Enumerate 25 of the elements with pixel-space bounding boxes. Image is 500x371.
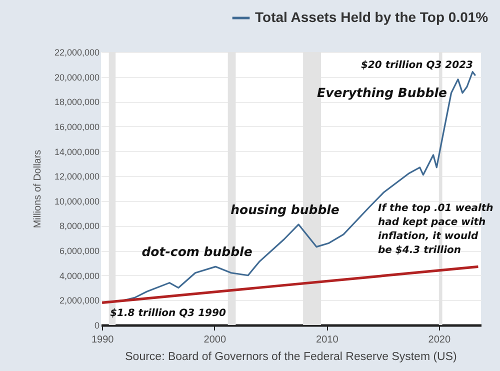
- y-tick-label: 2,000,000: [59, 296, 100, 306]
- x-tick-label: 2010: [316, 334, 339, 346]
- y-tick-label: 4,000,000: [59, 270, 100, 281]
- annotation: Everything Bubble: [317, 85, 447, 100]
- y-tick-label: 12,000,000: [54, 172, 100, 182]
- y-axis-title: Millions of Dollars: [32, 150, 44, 228]
- annotation: If the top .01 wealth had kept pace with inflation, it would be $4.3 trillion: [378, 203, 494, 256]
- annotation: housing bubble: [230, 202, 340, 217]
- y-tick-label: 0: [94, 320, 100, 330]
- legend-label: Total Assets Held by the Top 0.01%: [255, 9, 489, 25]
- annotation: dot-com bubble: [142, 244, 252, 259]
- annotation: $1.8 trillion Q3 1990: [110, 308, 226, 319]
- y-tick-label: 14,000,000: [54, 146, 100, 157]
- x-tick-label: 2020: [428, 334, 451, 346]
- y-tick-label: 18,000,000: [54, 97, 100, 108]
- x-tick-label: 1990: [92, 334, 114, 346]
- y-tick-label: 16,000,000: [54, 122, 100, 132]
- x-tick-label: 2000: [204, 334, 226, 346]
- source-note: Source: Board of Governors of the Federal Reserve System (US): [125, 351, 458, 363]
- y-tick-label: 22,000,000: [54, 48, 100, 58]
- y-tick-label: 10,000,000: [54, 196, 100, 206]
- annotation: $20 trillion Q3 2023: [360, 60, 474, 71]
- y-tick-label: 20,000,000: [54, 72, 100, 82]
- y-tick-label: 6,000,000: [59, 246, 100, 256]
- y-tick-label: 8,000,000: [59, 221, 100, 232]
